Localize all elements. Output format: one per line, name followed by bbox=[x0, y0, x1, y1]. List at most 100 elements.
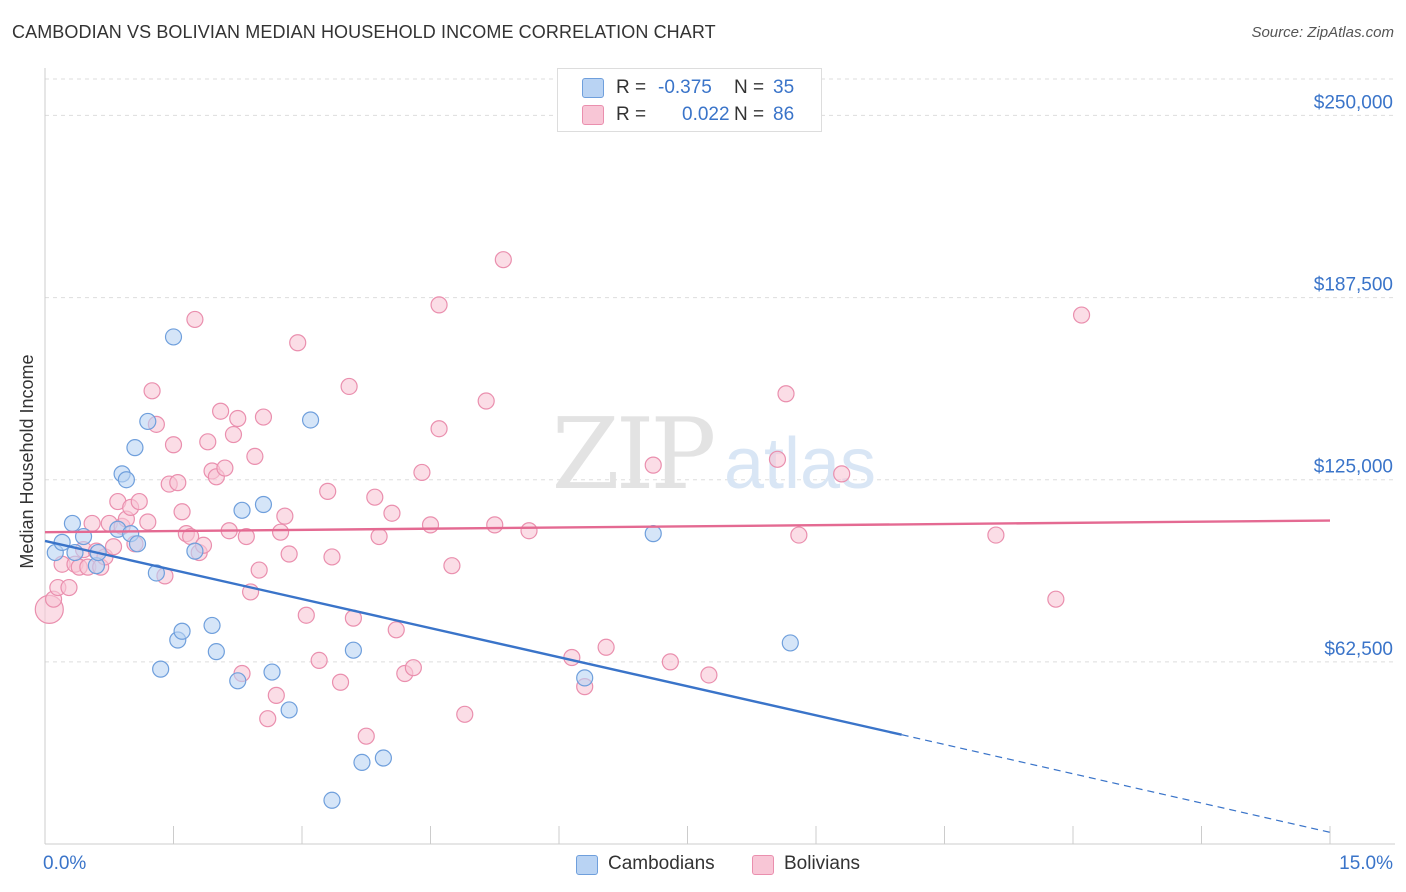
series-legend: Cambodians Bolivians bbox=[0, 852, 1406, 878]
bolivian-point bbox=[421, 516, 440, 534]
bolivian-point bbox=[404, 659, 422, 677]
bolivian-point bbox=[254, 408, 273, 426]
y-tick-label: $125,000 bbox=[1314, 457, 1393, 478]
cambodian-point bbox=[207, 643, 225, 661]
bolivian-point bbox=[259, 710, 277, 728]
bolivian-point bbox=[700, 666, 718, 684]
y-axis-label: Median Household Income bbox=[17, 354, 37, 568]
bolivian-point bbox=[413, 463, 431, 482]
bolivian-point bbox=[494, 251, 512, 269]
bolivian-point bbox=[790, 526, 808, 544]
bolivian-point bbox=[768, 450, 787, 468]
bolivian-point bbox=[644, 456, 662, 474]
watermark-atlas: atlas bbox=[724, 424, 876, 504]
bolivian-point bbox=[250, 561, 268, 579]
watermark-zip: ZIP bbox=[552, 398, 714, 512]
cambodian-point bbox=[323, 791, 341, 809]
bolivian-point bbox=[216, 459, 234, 477]
axes-layer bbox=[44, 68, 1395, 845]
bolivian-point bbox=[229, 409, 247, 428]
bolivian-point bbox=[237, 527, 255, 546]
cambodian-point bbox=[301, 411, 320, 429]
bolivian-point bbox=[104, 538, 123, 556]
bolivian-trend-line bbox=[44, 519, 1331, 534]
bolivian-point bbox=[186, 310, 204, 329]
correlation-legend: R = -0.375 N = 35 R = 0.022 N = 86 bbox=[557, 68, 822, 132]
cambodian-point bbox=[353, 753, 371, 772]
cambodian-point bbox=[344, 641, 362, 659]
cambodian-point bbox=[263, 663, 281, 681]
watermark: ZIP atlas bbox=[552, 398, 876, 512]
cambodian-point bbox=[374, 749, 392, 767]
cambodian-swatch bbox=[582, 78, 604, 98]
bolivian-point bbox=[276, 507, 294, 525]
bolivian-point bbox=[777, 385, 795, 403]
bolivian-point bbox=[164, 436, 183, 454]
labels-layer: $62,500 $125,000 $187,500 $250,000 0.0% 15.0%… bbox=[17, 92, 1393, 874]
bolivian-point bbox=[456, 705, 474, 723]
bolivian-point bbox=[143, 382, 161, 400]
legend-n-value: 35 bbox=[773, 77, 795, 98]
cambodian-trend-extension bbox=[901, 734, 1331, 833]
bolivian-point bbox=[477, 392, 495, 410]
bolivian-point bbox=[357, 727, 375, 745]
legend-r-value: 0.022 bbox=[682, 104, 730, 125]
bolivian-point bbox=[289, 334, 307, 352]
legend-label-cambodians: Cambodians bbox=[608, 853, 715, 874]
bolivian-point bbox=[280, 545, 298, 563]
legend-n-label: N = bbox=[734, 104, 765, 125]
bolivian-point bbox=[139, 513, 157, 531]
cambodian-point bbox=[63, 514, 82, 533]
x-tick-label: 15.0% bbox=[1339, 853, 1393, 874]
bolivian-point bbox=[60, 578, 78, 597]
legend-n-value: 86 bbox=[773, 104, 795, 125]
bolivian-point bbox=[130, 492, 148, 511]
bolivian-point bbox=[199, 433, 217, 451]
x-tick-label: 0.0% bbox=[43, 853, 86, 874]
bolivian-point bbox=[319, 482, 337, 500]
legend-label-bolivians: Bolivians bbox=[784, 853, 861, 874]
bolivian-point bbox=[173, 503, 191, 521]
bolivian-point bbox=[486, 516, 504, 534]
bolivian-point bbox=[387, 621, 405, 639]
bolivian-point bbox=[563, 648, 581, 667]
cambodian-point bbox=[229, 672, 247, 690]
cambodian-point bbox=[280, 701, 298, 719]
cambodian-point bbox=[644, 525, 662, 543]
chart-title: CAMBODIAN VS BOLIVIAN MEDIAN HOUSEHOLD I… bbox=[12, 22, 716, 42]
y-tick-label: $62,500 bbox=[1324, 639, 1393, 660]
legend-r-label: R = bbox=[616, 104, 647, 125]
cambodian-swatch bbox=[576, 855, 598, 875]
cambodian-point bbox=[139, 412, 157, 431]
bolivian-point bbox=[987, 526, 1005, 544]
cambodian-point bbox=[254, 495, 273, 514]
trend-layer bbox=[44, 519, 1331, 833]
bolivian-swatch bbox=[752, 855, 774, 875]
bolivian-point bbox=[169, 474, 187, 492]
source-attribution: Source: ZipAtlas.com bbox=[1251, 24, 1394, 41]
bolivian-point bbox=[661, 653, 679, 671]
bolivian-point bbox=[370, 527, 388, 546]
cambodian-point bbox=[173, 622, 191, 640]
cambodian-point bbox=[126, 439, 144, 457]
bolivian-point bbox=[246, 447, 264, 465]
bolivian-point bbox=[271, 523, 290, 541]
bolivian-point bbox=[297, 606, 315, 624]
bolivian-point bbox=[430, 420, 448, 438]
y-tick-label: $187,500 bbox=[1314, 275, 1393, 296]
bolivian-point bbox=[430, 296, 448, 314]
bolivian-point bbox=[597, 638, 615, 656]
bolivian-point bbox=[331, 673, 350, 691]
bolivian-point bbox=[267, 686, 285, 704]
cambodian-point bbox=[233, 501, 251, 519]
y-tick-label: $250,000 bbox=[1314, 92, 1393, 113]
bolivian-point bbox=[1047, 590, 1065, 608]
bolivian-point bbox=[443, 557, 461, 575]
bolivian-point bbox=[383, 504, 401, 522]
grid-layer bbox=[45, 78, 1395, 663]
bolivian-point bbox=[323, 548, 341, 566]
legend-r-label: R = bbox=[616, 77, 647, 98]
cambodian-point bbox=[186, 542, 204, 560]
bolivian-point bbox=[212, 402, 230, 420]
